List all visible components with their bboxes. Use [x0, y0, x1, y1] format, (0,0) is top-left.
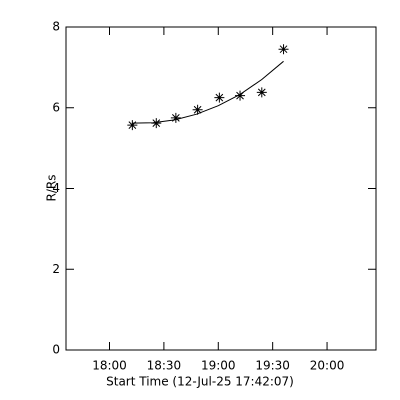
y-tick-label: 0	[52, 343, 60, 357]
data-point	[235, 90, 246, 101]
data-point	[170, 112, 181, 123]
data-point	[151, 118, 162, 129]
plot-frame	[65, 26, 377, 351]
y-tick-label: 4	[52, 181, 60, 195]
y-axis-label: R/Rs	[45, 175, 59, 202]
x-tick-label: 19:30	[255, 359, 290, 373]
data-point	[214, 92, 225, 103]
x-axis-label: Start Time (12-Jul-25 17:42:07)	[106, 375, 294, 389]
data-point	[278, 44, 289, 55]
x-tick-label: 18:30	[147, 359, 182, 373]
x-tick-label: 19:00	[201, 359, 236, 373]
y-tick-label: 8	[52, 20, 60, 34]
x-tick-label: 18:00	[92, 359, 127, 373]
data-point	[256, 87, 267, 98]
x-tick-label: 20:00	[310, 359, 345, 373]
data-point	[192, 104, 203, 115]
fit-line	[132, 60, 284, 124]
y-tick-label: 6	[52, 100, 60, 114]
y-tick-label: 2	[52, 262, 60, 276]
data-point	[127, 120, 138, 131]
